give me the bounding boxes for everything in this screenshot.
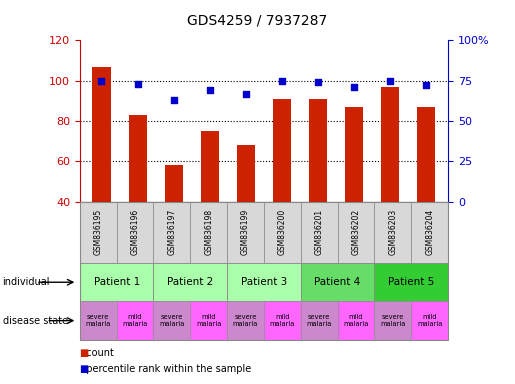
Text: severe
malaria: severe malaria bbox=[233, 314, 258, 327]
Text: mild
malaria: mild malaria bbox=[417, 314, 442, 327]
Text: ■: ■ bbox=[79, 364, 89, 374]
Text: ■: ■ bbox=[79, 348, 89, 358]
Point bbox=[350, 84, 358, 90]
Text: disease state: disease state bbox=[3, 316, 67, 326]
Text: GSM836199: GSM836199 bbox=[241, 209, 250, 255]
Text: percentile rank within the sample: percentile rank within the sample bbox=[80, 364, 251, 374]
Bar bbox=[165, 166, 183, 202]
Text: mild
malaria: mild malaria bbox=[344, 314, 369, 327]
Text: severe
malaria: severe malaria bbox=[380, 314, 405, 327]
Text: mild
malaria: mild malaria bbox=[123, 314, 148, 327]
Text: severe
malaria: severe malaria bbox=[306, 314, 332, 327]
Text: severe
malaria: severe malaria bbox=[85, 314, 111, 327]
Bar bbox=[417, 107, 435, 202]
Point bbox=[386, 78, 394, 84]
Point bbox=[169, 97, 178, 103]
Text: severe
malaria: severe malaria bbox=[159, 314, 184, 327]
Text: GSM836203: GSM836203 bbox=[388, 209, 397, 255]
Point bbox=[242, 91, 250, 97]
Bar bbox=[381, 87, 399, 202]
Text: count: count bbox=[80, 348, 114, 358]
Text: individual: individual bbox=[3, 277, 50, 287]
Text: mild
malaria: mild malaria bbox=[196, 314, 221, 327]
Text: GSM836200: GSM836200 bbox=[278, 209, 287, 255]
Text: GSM836196: GSM836196 bbox=[131, 209, 140, 255]
Text: GDS4259 / 7937287: GDS4259 / 7937287 bbox=[187, 13, 328, 27]
Bar bbox=[309, 99, 327, 202]
Point bbox=[133, 81, 142, 87]
Point bbox=[314, 79, 322, 85]
Text: mild
malaria: mild malaria bbox=[270, 314, 295, 327]
Text: Patient 5: Patient 5 bbox=[388, 277, 434, 287]
Bar bbox=[93, 66, 111, 202]
Bar bbox=[345, 107, 363, 202]
Bar bbox=[237, 145, 255, 202]
Point bbox=[97, 78, 106, 84]
Text: Patient 4: Patient 4 bbox=[315, 277, 360, 287]
Bar bbox=[129, 115, 147, 202]
Text: GSM836195: GSM836195 bbox=[94, 209, 102, 255]
Text: GSM836198: GSM836198 bbox=[204, 209, 213, 255]
Text: GSM836202: GSM836202 bbox=[352, 209, 360, 255]
Point bbox=[278, 78, 286, 84]
Text: GSM836204: GSM836204 bbox=[425, 209, 434, 255]
Text: GSM836201: GSM836201 bbox=[315, 209, 323, 255]
Text: GSM836197: GSM836197 bbox=[167, 209, 176, 255]
Point bbox=[422, 83, 431, 89]
Text: Patient 1: Patient 1 bbox=[94, 277, 140, 287]
Text: Patient 3: Patient 3 bbox=[241, 277, 287, 287]
Bar bbox=[201, 131, 219, 202]
Text: Patient 2: Patient 2 bbox=[167, 277, 213, 287]
Bar bbox=[273, 99, 291, 202]
Point bbox=[205, 87, 214, 93]
